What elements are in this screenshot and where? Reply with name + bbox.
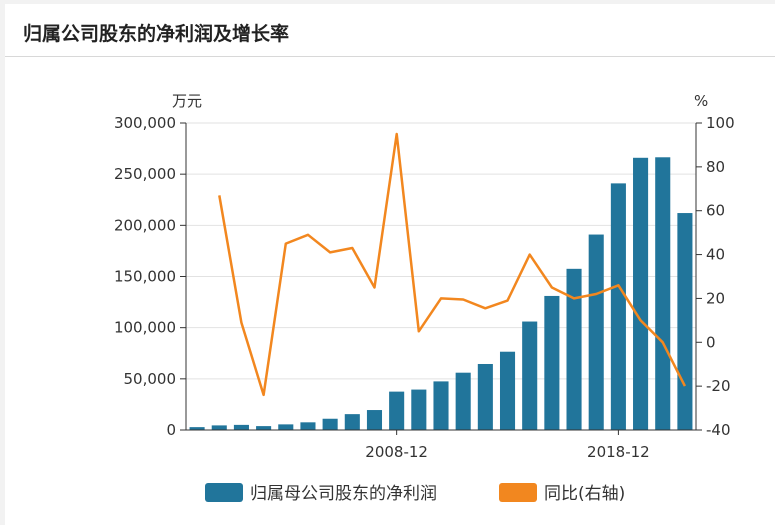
y-left-tick-label: 100,000 xyxy=(114,319,176,337)
bar xyxy=(322,418,338,430)
y-left-unit: 万元 xyxy=(172,92,202,110)
y-left-tick-label: 50,000 xyxy=(124,370,177,388)
yoy-line xyxy=(218,132,687,397)
bar xyxy=(544,295,560,430)
panel-header: 归属公司股东的净利润及增长率 xyxy=(5,4,775,57)
y-left-tick-label: 300,000 xyxy=(114,114,176,132)
y-right-tick-label: 0 xyxy=(706,333,716,351)
bar xyxy=(211,425,227,430)
y-right-tick-label: 40 xyxy=(706,246,725,264)
bar xyxy=(300,422,316,430)
y-right-tick-label: 80 xyxy=(706,158,725,176)
bar xyxy=(389,391,405,430)
bar xyxy=(455,372,471,430)
bar xyxy=(366,410,383,430)
y-left-tick-label: 200,000 xyxy=(114,216,176,234)
y-left-tick-label: 0 xyxy=(166,421,176,439)
legend[interactable]: 归属母公司股东的净利润 同比(右轴) xyxy=(205,483,625,504)
bar xyxy=(256,426,272,430)
y-right-tick-label: 60 xyxy=(706,202,725,220)
y-right-unit: % xyxy=(694,92,708,110)
y-right-tick-label: -40 xyxy=(706,421,731,439)
bar xyxy=(610,183,626,430)
bar xyxy=(522,321,538,430)
bar xyxy=(411,389,427,430)
bar xyxy=(588,234,604,430)
bar xyxy=(233,424,249,430)
line-series xyxy=(218,132,687,397)
bar xyxy=(344,414,360,430)
bar xyxy=(677,213,693,430)
axes: 0 50,000 100,000 150,000 200,000 250,000 300,0… xyxy=(114,114,735,461)
y-left-tick-label: 250,000 xyxy=(114,165,176,183)
bar xyxy=(278,424,294,430)
bar xyxy=(189,427,205,430)
panel-title: 归属公司股东的净利润及增长率 xyxy=(23,23,290,45)
legend-label-profit[interactable]: 归属母公司股东的净利润 xyxy=(250,484,437,504)
bar xyxy=(633,157,649,430)
legend-swatch-yoy[interactable] xyxy=(499,483,537,502)
bar-series xyxy=(189,157,693,430)
y-left-tick-label: 150,000 xyxy=(114,268,176,286)
bar xyxy=(499,351,516,430)
legend-label-yoy[interactable]: 同比(右轴) xyxy=(544,484,625,504)
bar xyxy=(477,363,493,430)
y-right-tick-label: -20 xyxy=(706,377,731,395)
x-tick-label: 2018-12 xyxy=(587,443,650,461)
legend-swatch-profit[interactable] xyxy=(205,483,243,502)
bar xyxy=(433,381,449,430)
bar xyxy=(566,268,582,430)
x-tick-label: 2008-12 xyxy=(365,443,428,461)
y-right-tick-label: 20 xyxy=(706,289,725,307)
bar xyxy=(655,157,671,430)
y-right-tick-label: 100 xyxy=(706,114,735,132)
